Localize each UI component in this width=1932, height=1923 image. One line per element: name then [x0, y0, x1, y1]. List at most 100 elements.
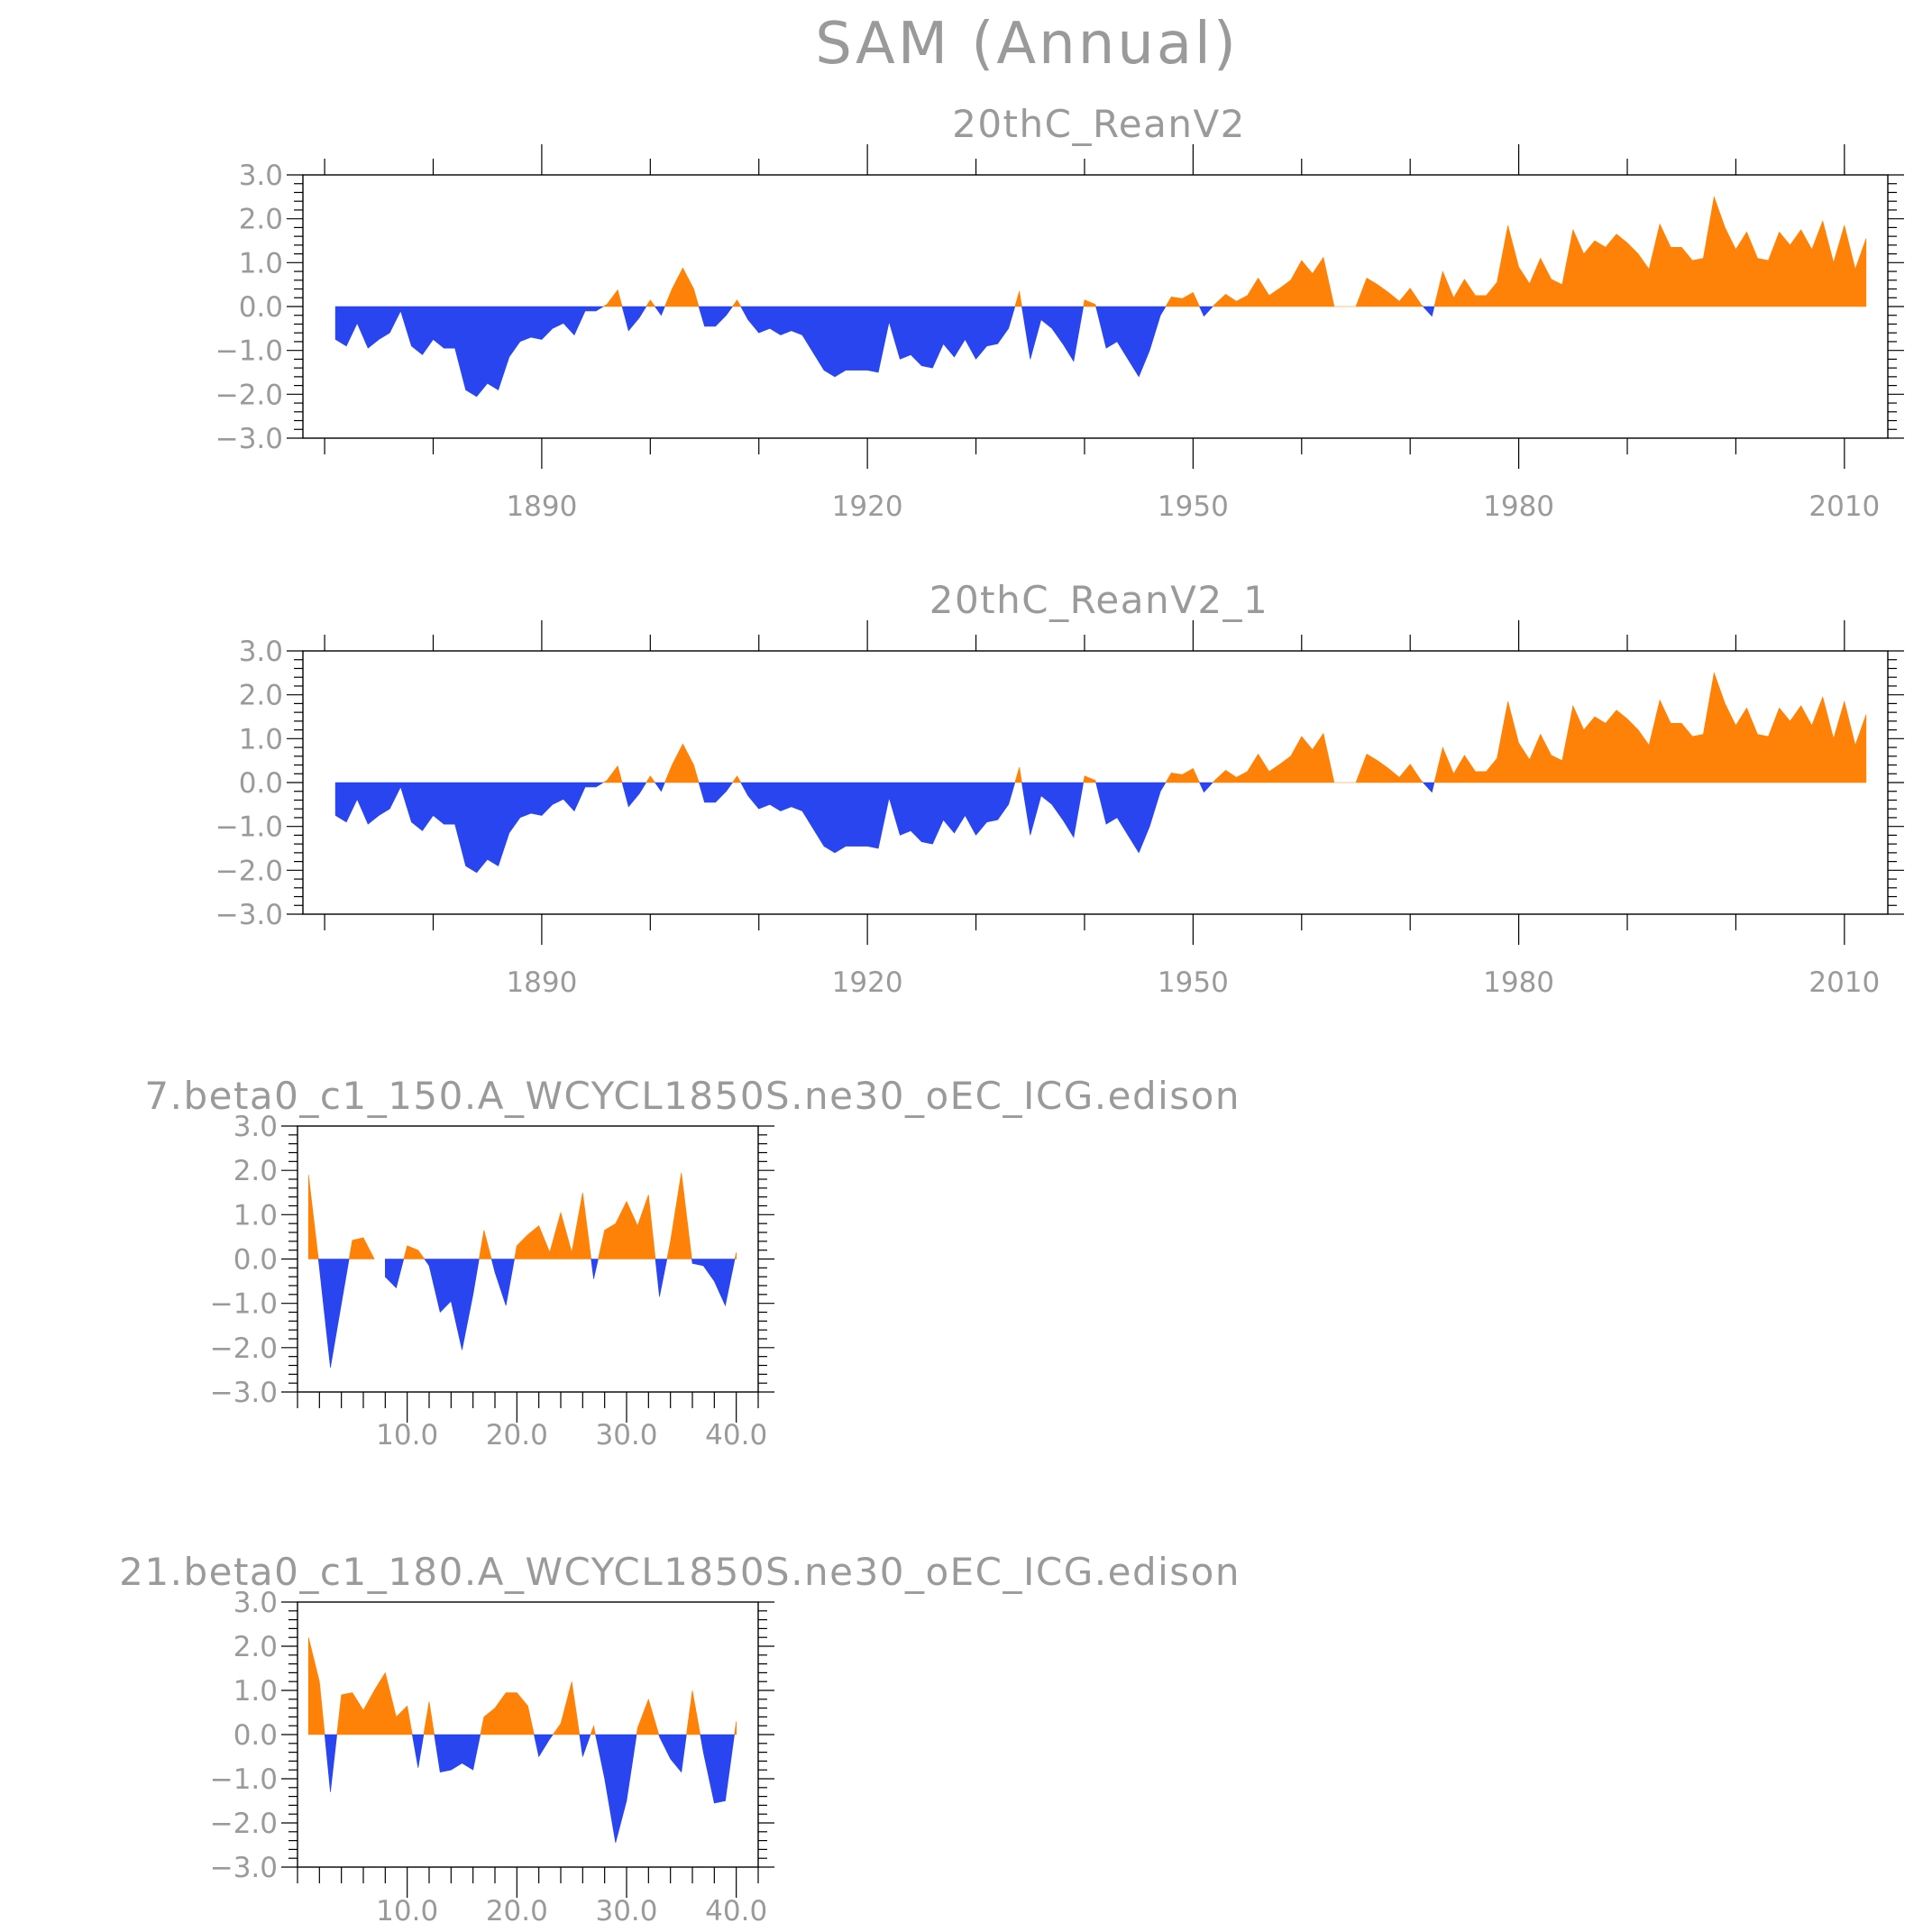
negative-area-17: [1422, 782, 1435, 793]
y-tick-label: −2.0: [215, 855, 283, 887]
negative-area-17: [1422, 306, 1435, 317]
y-tick-label: −3.0: [210, 1377, 278, 1409]
panel-title: 20thC_ReanV2: [952, 102, 1246, 146]
negative-area-12: [595, 1734, 637, 1844]
negative-area-6: [424, 1259, 480, 1351]
y-tick-label: −3.0: [210, 1852, 278, 1884]
y-tick-label: 3.0: [239, 636, 283, 668]
positive-area-7: [480, 1692, 535, 1735]
negative-area-13: [1095, 782, 1167, 854]
negative-area-1: [334, 306, 605, 398]
positive-area-5: [403, 1245, 426, 1259]
y-tick-label: −2.0: [215, 379, 283, 411]
y-tick-label: 3.0: [239, 160, 283, 192]
positive-area-17: [734, 1721, 737, 1735]
negative-area-5: [654, 782, 665, 792]
x-tick-label: 1920: [832, 966, 903, 999]
positive-area-13: [636, 1698, 660, 1735]
x-tick-label: 1980: [1483, 966, 1554, 999]
negative-area-2: [324, 1734, 338, 1792]
positive-area-4: [646, 299, 656, 307]
positive-area-10: [1014, 766, 1022, 783]
negative-area-11: [1021, 306, 1085, 362]
positive-area-10: [1014, 290, 1022, 307]
y-tick-label: 3.0: [233, 1587, 278, 1619]
y-tick-label: 1.0: [233, 1675, 278, 1708]
y-tick-label: −1.0: [215, 335, 283, 368]
chart-panel-2: 20thC_ReanV2_1 −3.0 −2.0 −1.0 0.0 1.0 2.0 3.0 18…: [215, 578, 1904, 999]
negative-area-9: [740, 306, 1016, 378]
x-tick-label: 20.0: [486, 1895, 548, 1923]
panel-title: 20thC_ReanV2_1: [929, 578, 1269, 622]
y-tick-label: 2.0: [239, 680, 283, 712]
positive-area-8: [731, 775, 742, 783]
negative-area-11: [1021, 782, 1085, 838]
negative-area-5: [654, 306, 665, 316]
positive-area-11: [590, 1725, 596, 1735]
positive-area-7: [479, 1230, 492, 1259]
negative-area-12: [655, 1259, 668, 1297]
positive-area-16: [1212, 732, 1424, 783]
negative-area-14: [658, 1734, 687, 1773]
y-tick-label: 0.0: [233, 1719, 278, 1752]
positive-area-14: [1165, 291, 1200, 307]
x-tick-label: 1920: [832, 490, 903, 523]
negative-area-9: [740, 782, 1016, 854]
negative-area-7: [698, 306, 734, 327]
positive-area-1: [307, 1175, 319, 1259]
x-tick-label: 2010: [1808, 966, 1880, 999]
y-tick-label: −1.0: [210, 1763, 278, 1796]
positive-area-12: [1083, 299, 1096, 307]
negative-area-4: [385, 1259, 405, 1289]
x-tick-label: 10.0: [376, 1419, 438, 1451]
y-tick-label: 0.0: [233, 1244, 278, 1277]
y-tick-label: 2.0: [239, 204, 283, 236]
panel-title: 21.beta0_c1_180.A_WCYCL1850S.ne30_oEC_IC…: [119, 1550, 1241, 1594]
x-tick-label: 2010: [1808, 490, 1880, 523]
y-tick-label: 0.0: [239, 767, 283, 800]
positive-area-9: [514, 1192, 592, 1259]
negative-area-1: [334, 782, 605, 874]
x-tick-label: 1950: [1158, 966, 1229, 999]
x-tick-label: 1950: [1158, 490, 1229, 523]
negative-area-8: [490, 1259, 515, 1306]
positive-area-8: [731, 299, 742, 307]
x-tick-label: 1890: [506, 490, 577, 523]
negative-area-13: [1095, 306, 1167, 378]
positive-area-18: [1433, 672, 1867, 783]
positive-area-9: [552, 1681, 581, 1735]
y-tick-label: 3.0: [233, 1111, 278, 1143]
x-tick-label: 1980: [1483, 490, 1554, 523]
positive-area-14: [1165, 767, 1200, 783]
negative-area-15: [1199, 782, 1213, 793]
positive-area-3: [336, 1671, 413, 1735]
positive-area-15: [734, 1252, 737, 1259]
negative-area-3: [621, 306, 647, 332]
negative-area-10: [591, 1259, 599, 1279]
y-tick-label: −2.0: [210, 1332, 278, 1365]
negative-area-6: [434, 1734, 481, 1773]
x-tick-label: 1890: [506, 966, 577, 999]
y-tick-label: 1.0: [233, 1199, 278, 1232]
positive-area-6: [664, 743, 700, 783]
positive-area-11: [598, 1195, 656, 1259]
y-tick-label: 1.0: [239, 723, 283, 755]
positive-area-18: [1433, 196, 1867, 307]
negative-area-3: [621, 782, 647, 808]
positive-area-3: [348, 1237, 375, 1259]
y-tick-label: −3.0: [215, 899, 283, 931]
positive-area-16: [1212, 256, 1424, 307]
x-tick-label: 30.0: [595, 1419, 657, 1451]
y-tick-label: −1.0: [215, 811, 283, 844]
y-tick-label: 1.0: [239, 247, 283, 279]
negative-area-2: [317, 1259, 350, 1369]
positive-area-15: [686, 1689, 701, 1735]
y-tick-label: 0.0: [239, 291, 283, 324]
negative-area-15: [1199, 306, 1213, 317]
positive-area-2: [601, 288, 623, 307]
negative-area-10: [579, 1734, 591, 1757]
positive-area-12: [1083, 775, 1096, 783]
x-tick-label: 40.0: [705, 1419, 767, 1451]
positive-area-5: [423, 1701, 435, 1735]
